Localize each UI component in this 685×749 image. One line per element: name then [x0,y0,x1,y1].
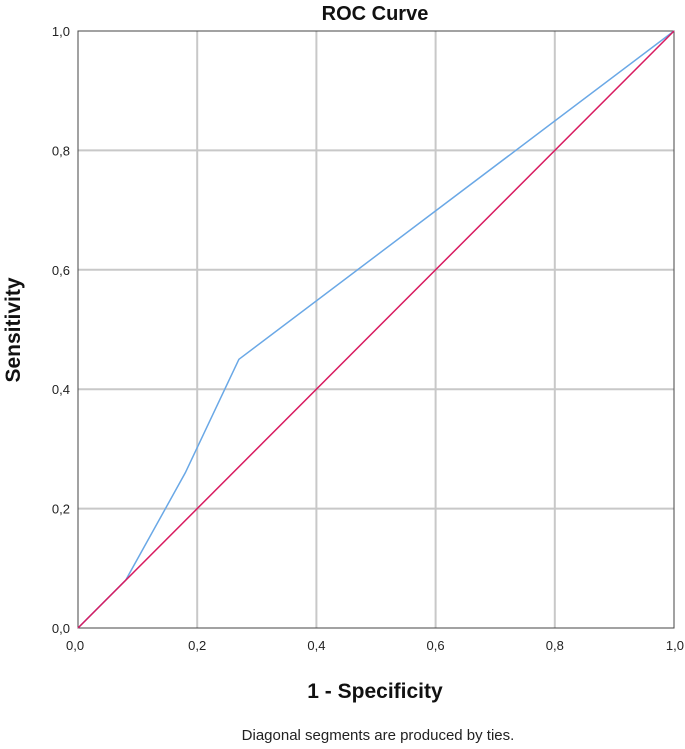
y-tick-label: 0,6 [52,263,70,278]
x-tick-label: 0,2 [188,638,206,653]
y-tick-label: 0,2 [52,502,70,517]
series-group [77,30,675,629]
y-tick-label: 0,0 [52,621,70,636]
x-tick-label: 0,0 [66,638,84,653]
chart-title: ROC Curve [322,3,429,25]
series-line-2 [77,30,675,629]
x-tick-label: 0,6 [427,638,445,653]
x-tick-label: 0,4 [307,638,325,653]
x-axis-title: 1 - Specificity [307,680,443,703]
x-tick-label: 0,8 [546,638,564,653]
y-axis-title: Sensitivity [2,277,25,382]
plot-frame [77,30,675,629]
y-tick-label: 0,8 [52,143,70,158]
y-tick-label: 1,0 [52,24,70,39]
x-tick-labels: 0,0 0,2 0,4 0,6 0,8 1,0 [66,638,684,653]
y-tick-labels: 0,0 0,2 0,4 0,6 0,8 1,0 [52,24,70,636]
grid [78,31,674,628]
footnote: Diagonal segments are produced by ties. [242,727,515,744]
y-tick-label: 0,4 [52,382,70,397]
x-tick-label: 1,0 [666,638,684,653]
